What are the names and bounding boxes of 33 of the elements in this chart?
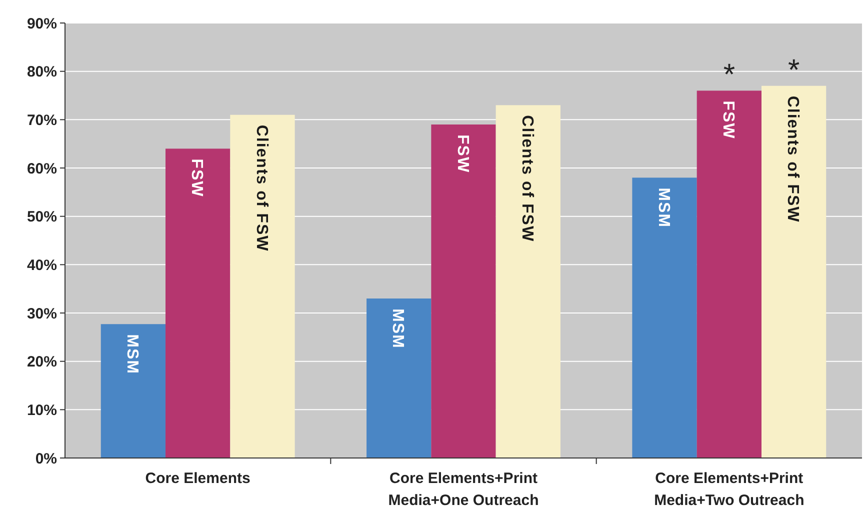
annotation: * [723, 58, 736, 92]
text: Clients of FSW [518, 115, 536, 242]
bar [496, 105, 560, 458]
text: MSM [654, 188, 672, 228]
bar [230, 114, 295, 458]
series-label: Clients of FSW [252, 124, 270, 252]
y-tick-label: 40% [26, 256, 57, 274]
x-tick-label: Core Elements [145, 470, 250, 487]
bar [100, 324, 166, 458]
bar [366, 298, 432, 458]
x-tick-label: Core Elements+Print Media+One Outreach [388, 470, 539, 509]
y-tick-label: 60% [26, 160, 57, 178]
bar [632, 178, 697, 458]
y-tick-label: 50% [26, 208, 57, 226]
y-tick-label: 70% [26, 112, 57, 129]
y-tick-label: 90% [26, 15, 57, 32]
text: MSM [389, 308, 406, 349]
x-tick-label: Core Elements+Print Media+Two Outreach [654, 470, 804, 509]
y-tick-label: 0% [35, 450, 57, 468]
bar [761, 86, 826, 458]
y-tick-label: 30% [26, 305, 57, 322]
y-tick-label: 20% [26, 354, 57, 371]
annotation: * [788, 54, 800, 87]
series-label: MSM [124, 334, 141, 374]
text: Clients of FSW [784, 96, 802, 223]
bar [166, 148, 230, 458]
text: FSW [720, 100, 737, 140]
y-tick-label: 80% [26, 64, 57, 81]
series-label: FSW [188, 158, 206, 198]
text: FSW [454, 134, 471, 174]
bar [696, 90, 762, 458]
y-tick-label: 10% [26, 402, 57, 419]
bar [431, 124, 496, 458]
